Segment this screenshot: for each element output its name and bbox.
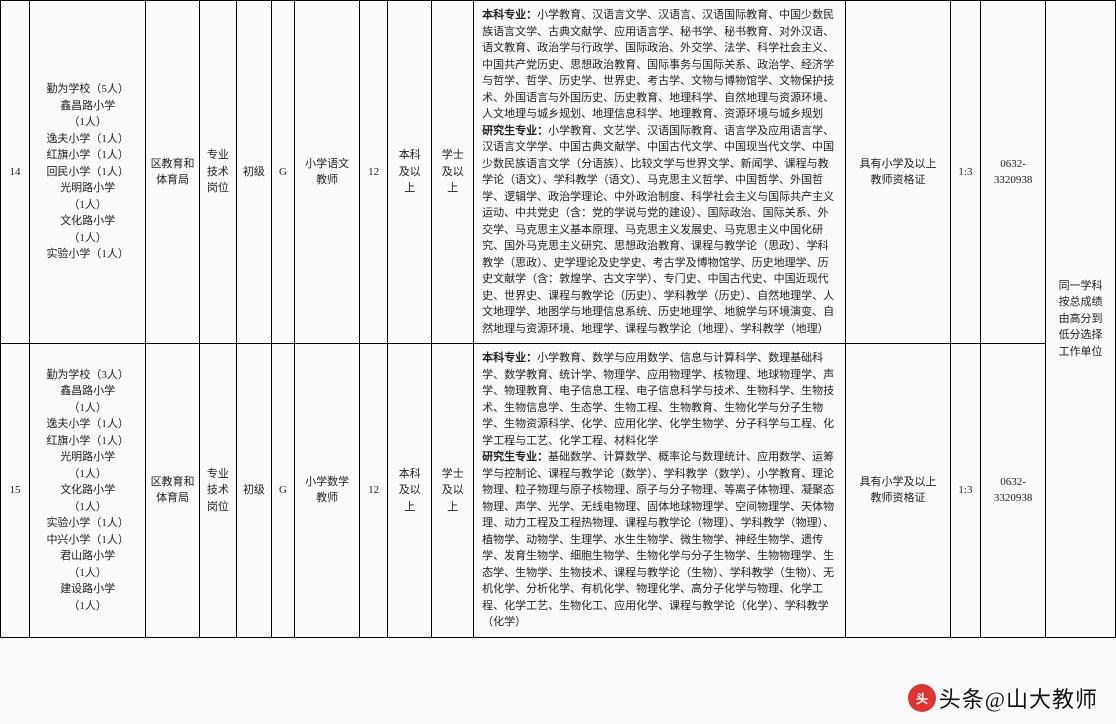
degree: 学士及以上 <box>432 1 474 344</box>
dept: 区教育和体育局 <box>146 344 199 638</box>
row-index: 14 <box>1 1 30 344</box>
level: 初级 <box>237 1 272 344</box>
position: 小学数学教师 <box>295 344 360 638</box>
majors: 本科专业：小学教育、汉语言文学、汉语言、汉语国际教育、中国少数民族语言文学、古典… <box>474 1 846 344</box>
count: 12 <box>360 1 388 344</box>
position: 小学语文教师 <box>295 1 360 344</box>
schools: 勤为学校（5人）鑫昌路小学（1人）逸夫小学（1人）红旗小学（1人）回民小学（1人… <box>30 1 146 344</box>
table-row: 15勤为学校（3人）鑫昌路小学（1人）逸夫小学（1人）红旗小学（1人）光明路小学… <box>1 344 1116 638</box>
dept: 区教育和体育局 <box>146 1 199 344</box>
ratio: 1:3 <box>950 344 980 638</box>
schools: 勤为学校（3人）鑫昌路小学（1人）逸夫小学（1人）红旗小学（1人）光明路小学（1… <box>30 344 146 638</box>
cert: 具有小学及以上教师资格证 <box>846 344 951 638</box>
code: G <box>271 1 294 344</box>
level: 初级 <box>237 344 272 638</box>
post-type: 专业技术岗位 <box>199 344 236 638</box>
phone: 0632-3320938 <box>981 1 1046 344</box>
count: 12 <box>360 344 388 638</box>
edu: 本科及以上 <box>388 1 432 344</box>
note: 同一学科按总成绩由高分到低分选择工作单位 <box>1046 1 1116 638</box>
degree: 学士及以上 <box>432 344 474 638</box>
phone: 0632-3320938 <box>981 344 1046 638</box>
code: G <box>271 344 294 638</box>
post-type: 专业技术岗位 <box>199 1 236 344</box>
row-index: 15 <box>1 344 30 638</box>
majors: 本科专业：小学教育、数学与应用数学、信息与计算科学、数理基础科学、数学教育、统计… <box>474 344 846 638</box>
ratio: 1:3 <box>950 1 980 344</box>
watermark-text: 头条@山大教师 <box>939 682 1098 714</box>
cert: 具有小学及以上教师资格证 <box>846 1 951 344</box>
edu: 本科及以上 <box>388 344 432 638</box>
watermark-logo: 头 <box>908 684 936 712</box>
table-row: 14勤为学校（5人）鑫昌路小学（1人）逸夫小学（1人）红旗小学（1人）回民小学（… <box>1 1 1116 344</box>
